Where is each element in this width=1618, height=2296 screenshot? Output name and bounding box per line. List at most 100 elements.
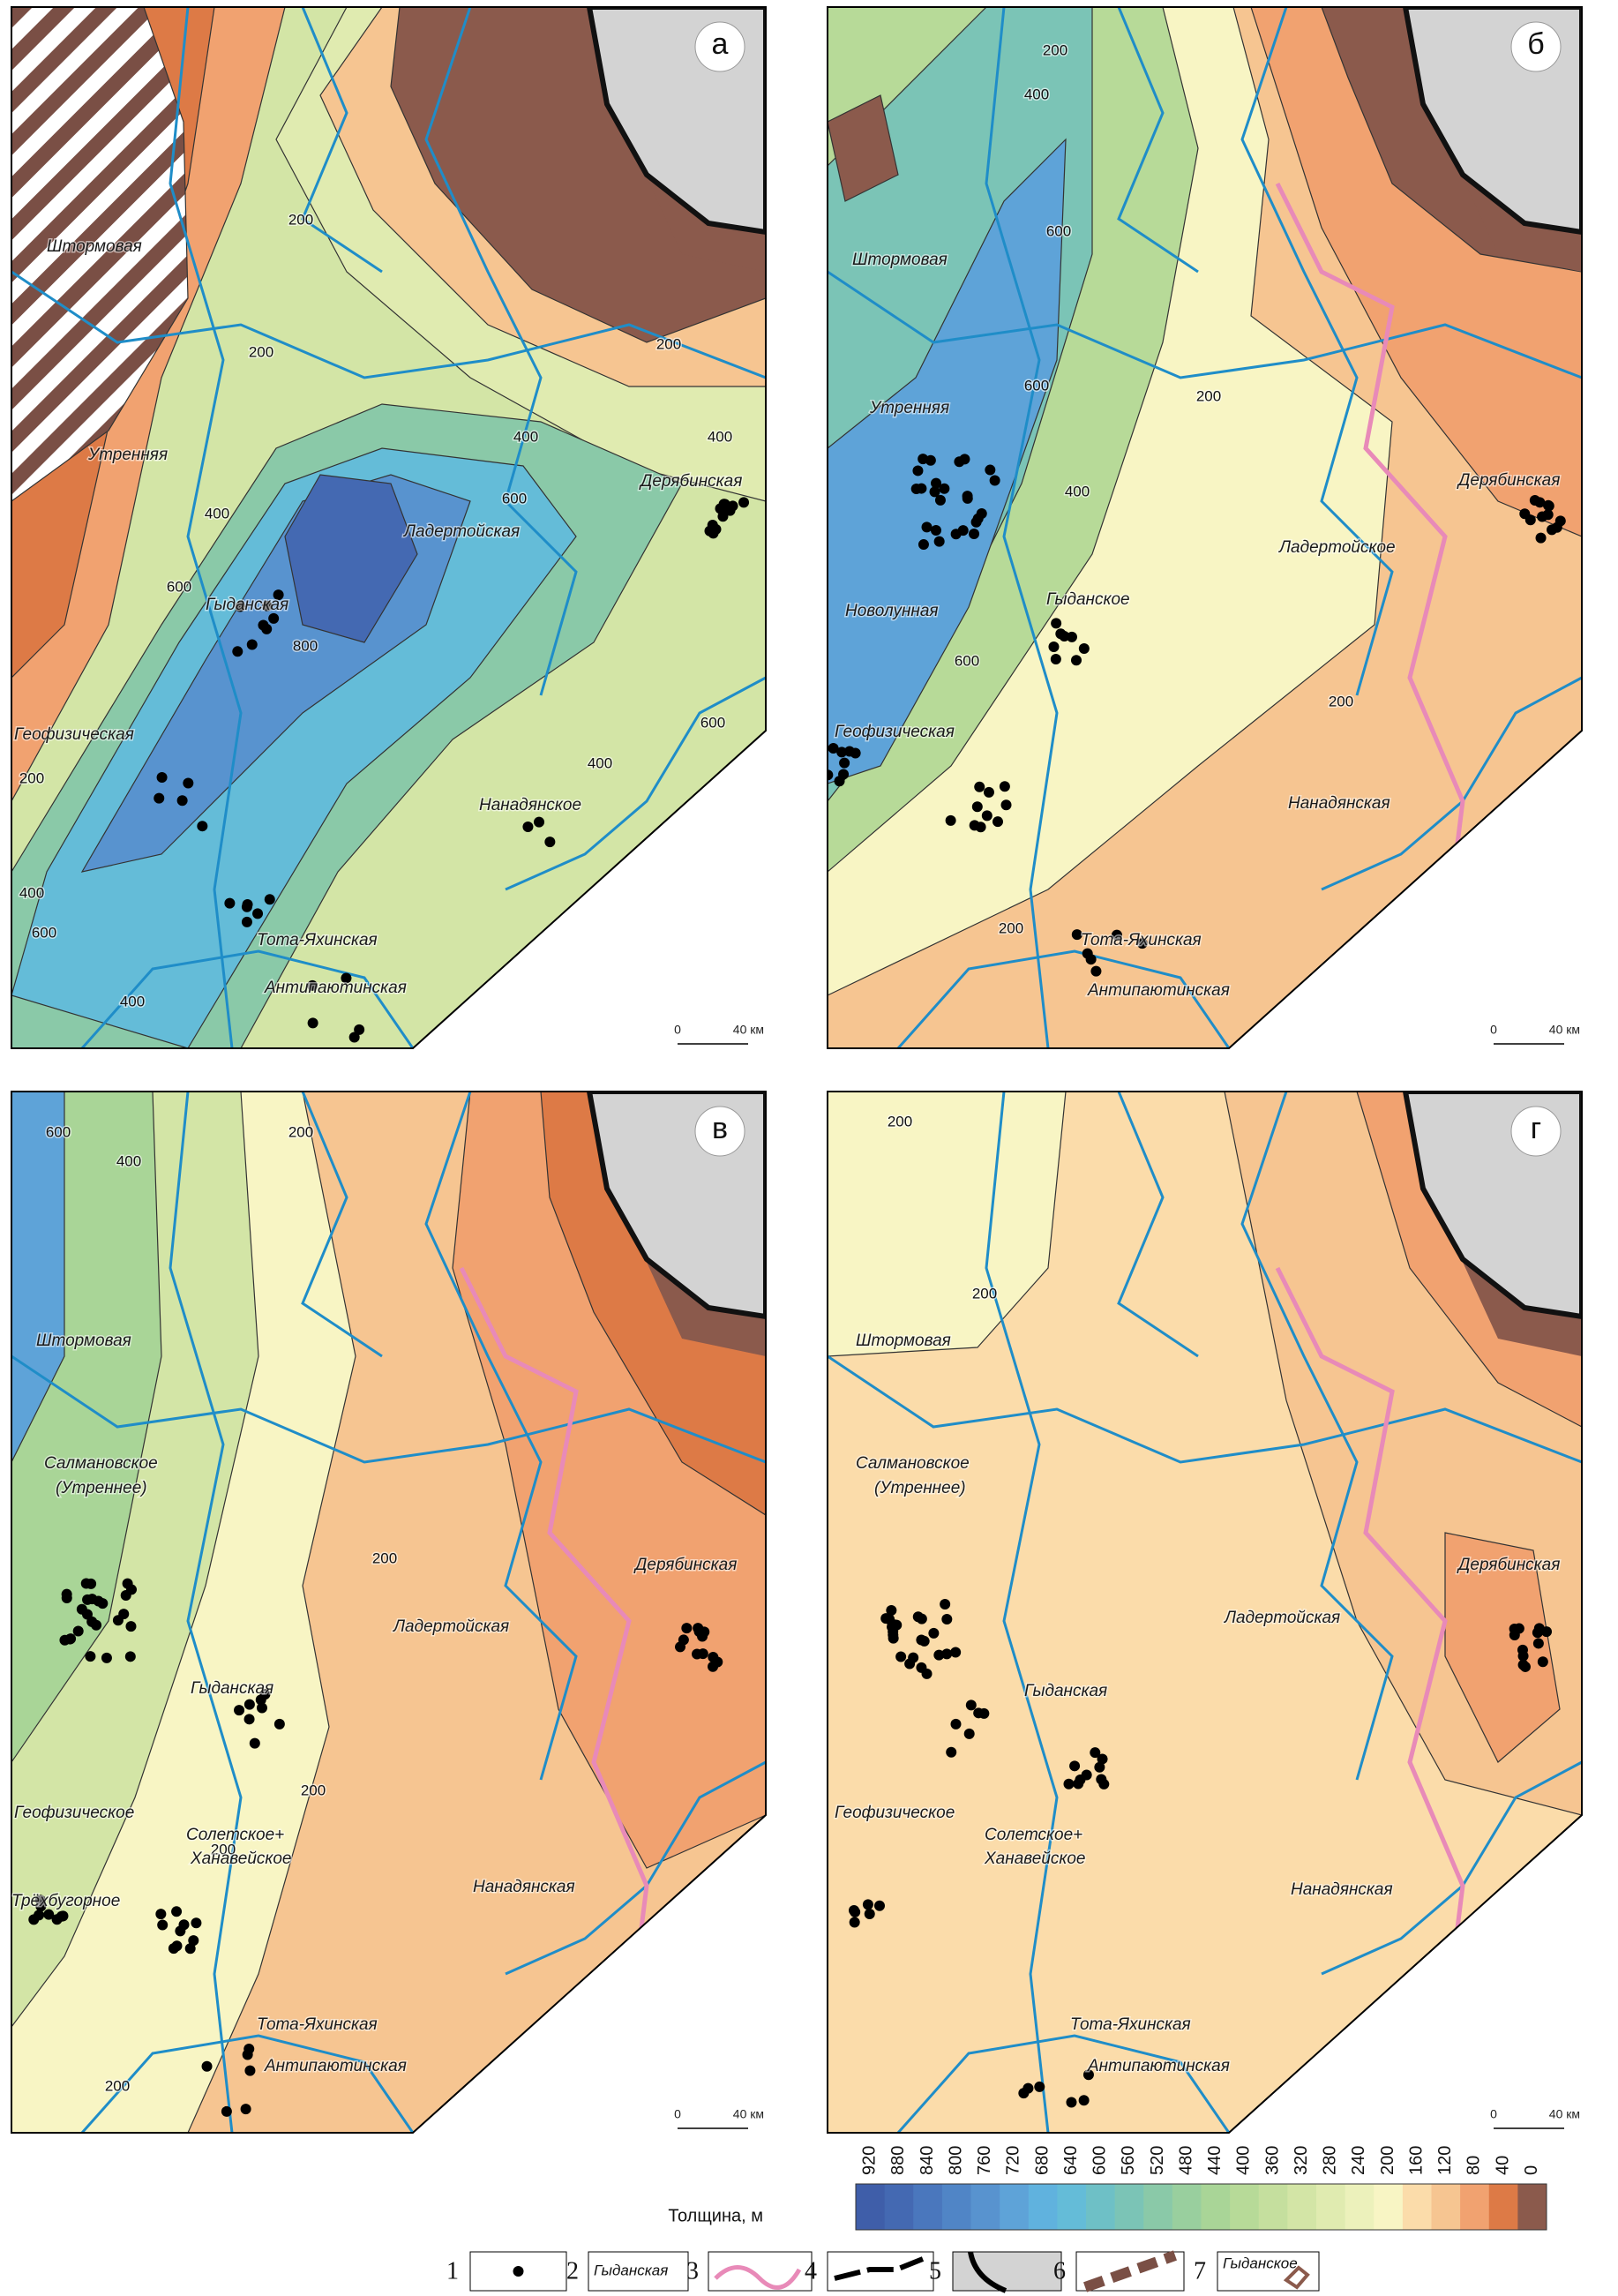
field-label: Дерябинская [1457, 471, 1560, 490]
map-panel: 200200ШтормоваяСалмановское(Утреннее)Дер… [828, 1092, 1582, 2133]
colorbar-tick-label: 760 [975, 2146, 994, 2175]
well [681, 1623, 692, 1633]
map-panel: 2002002004004006004006008006004002004006… [11, 7, 766, 1048]
field-label: Нанадянская [1288, 794, 1390, 813]
field-label: Трёхбугорное [11, 1892, 120, 1910]
field-label: Гыданская [191, 1679, 273, 1698]
field-label: Тота-Яхинская [1081, 931, 1202, 949]
well [836, 747, 847, 757]
contour-label: 400 [588, 754, 612, 771]
well [1079, 2095, 1090, 2105]
well [244, 1714, 255, 1724]
colorbar-bin [856, 2184, 885, 2230]
colorbar-bin [971, 2184, 1000, 2230]
well [934, 536, 945, 547]
well [865, 1909, 875, 1919]
well [202, 2061, 213, 2072]
field-label: Ладертойская [1223, 1609, 1340, 1627]
well [725, 506, 736, 516]
well [123, 1579, 133, 1589]
colorbar-bin [1316, 2184, 1345, 2230]
field-label: Гыданская [1024, 1682, 1107, 1700]
contour-label: 200 [1196, 387, 1221, 404]
well [265, 894, 275, 904]
colorbar-bin [1489, 2184, 1518, 2230]
well [1001, 799, 1012, 810]
colorbar-tick-label: 240 [1349, 2146, 1368, 2175]
well [692, 1649, 702, 1660]
well [918, 539, 929, 550]
well [699, 1626, 709, 1637]
legend-symbol [513, 2266, 524, 2277]
well [976, 822, 986, 832]
field-label: Ладертойское [1277, 538, 1396, 557]
well [1538, 1656, 1548, 1667]
well [1533, 1638, 1544, 1648]
well [250, 1738, 260, 1749]
colorbar-bin [1115, 2184, 1144, 2230]
well [171, 1906, 182, 1917]
colorbar-bin [1460, 2184, 1489, 2230]
well [738, 497, 749, 507]
well [62, 1593, 72, 1603]
well [935, 495, 946, 506]
well [28, 1914, 39, 1925]
well [82, 1594, 93, 1605]
well [224, 898, 235, 909]
well [973, 514, 984, 524]
well [1090, 966, 1101, 977]
colorbar-tick-label: 480 [1176, 2146, 1195, 2175]
field-label: Тота-Яхинская [257, 2015, 378, 2034]
well [73, 1626, 84, 1637]
well [839, 758, 850, 769]
well [931, 525, 941, 536]
well [85, 1651, 95, 1662]
well [171, 1940, 182, 1951]
well [544, 837, 555, 847]
field-label: (Утреннее) [874, 1479, 966, 1497]
well [191, 1917, 201, 1928]
well [708, 1662, 718, 1672]
well [950, 1719, 961, 1730]
colorbar-bin [1403, 2184, 1432, 2230]
well [1536, 533, 1547, 544]
colorbar-bin [1086, 2184, 1115, 2230]
field-label: Антипаютинская [264, 2057, 407, 2075]
contour-label: 600 [167, 578, 191, 595]
colorbar-bin [1374, 2184, 1403, 2230]
well [1094, 1762, 1105, 1773]
well [354, 1024, 364, 1035]
contour-label: 600 [46, 1123, 71, 1140]
scale-end: 40 км [733, 1023, 764, 1037]
well [918, 454, 928, 464]
well [941, 1648, 952, 1659]
well [978, 1708, 989, 1719]
contour-label: 200 [19, 769, 44, 786]
colorbar-bin [942, 2184, 971, 2230]
map-body [11, 1092, 766, 2133]
contour-label: 200 [999, 919, 1023, 936]
well [940, 1599, 950, 1609]
colorbar-bin [1000, 2184, 1029, 2230]
panel-letter: б [1527, 27, 1544, 61]
well [1086, 954, 1097, 964]
colorbar-tick-label: 360 [1262, 2146, 1282, 2175]
well [1520, 1662, 1531, 1672]
well [1079, 643, 1090, 654]
well [954, 456, 964, 467]
field-label: Тота-Яхинская [1070, 2015, 1191, 2034]
map-body [11, 7, 766, 1048]
contour-label: 200 [288, 1123, 313, 1140]
well [886, 1605, 896, 1616]
well [1018, 2088, 1029, 2098]
well [101, 1653, 112, 1663]
well [1051, 654, 1061, 664]
well [908, 1653, 918, 1663]
contour-label: 200 [105, 2077, 130, 2094]
scale-start: 0 [1490, 1023, 1497, 1037]
contour-label: 400 [120, 993, 145, 1009]
well [97, 1598, 108, 1609]
figure: Толщина, м 20020020040040060040060080060… [0, 0, 1618, 2296]
well [1000, 781, 1010, 792]
well [928, 1628, 939, 1639]
